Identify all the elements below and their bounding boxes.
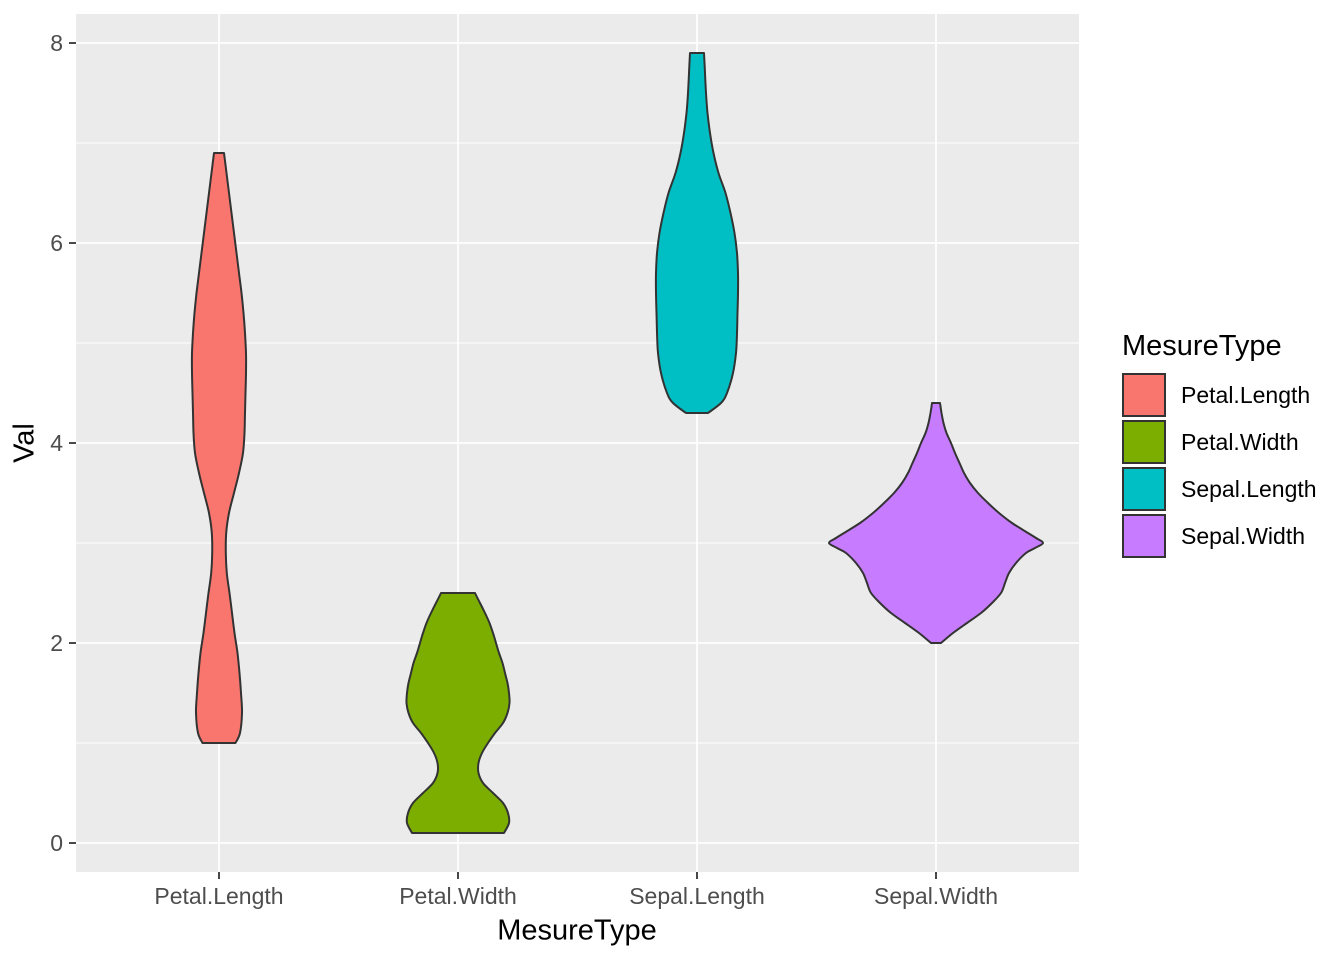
x-axis-title: MesureType [497,914,657,947]
legend: MesureType Petal.Length Petal.Width Sepal.… [1122,330,1317,561]
legend-key-swatch [1122,420,1166,464]
legend-label: Petal.Length [1181,381,1311,408]
x-tick-label-petal-length: Petal.Length [154,883,284,909]
y-tick-label-8: 8 [50,30,63,56]
legend-items: Petal.Length Petal.Width Sepal.Length Sepal… [1122,373,1317,558]
y-tick-label-0: 0 [50,830,63,856]
violin-petal-length [190,152,248,744]
y-tick-label-6: 6 [50,230,63,256]
legend-key-swatch [1122,514,1166,558]
legend-label: Petal.Width [1181,428,1299,455]
legend-item-sepal-length: Sepal.Length [1122,467,1317,511]
legend-key-swatch [1122,467,1166,511]
x-tick-label-sepal-length: Sepal.Length [629,883,765,909]
legend-title: MesureType [1122,330,1282,362]
y-tick-label-2: 2 [50,630,63,656]
legend-label: Sepal.Width [1181,522,1306,549]
x-tick-label-sepal-width: Sepal.Width [873,883,998,909]
legend-item-petal-width: Petal.Width [1122,420,1317,464]
legend-key-swatch [1122,373,1166,417]
y-tick-label-4: 4 [50,430,63,456]
violin-sepal-length [654,52,740,414]
x-tick-label-petal-width: Petal.Width [399,883,517,909]
legend-item-petal-length: Petal.Length [1122,373,1317,417]
violin-petal-width [405,592,511,834]
legend-item-sepal-width: Sepal.Width [1122,514,1317,558]
violin-sepal-width [828,402,1044,644]
legend-label: Sepal.Length [1181,475,1317,502]
